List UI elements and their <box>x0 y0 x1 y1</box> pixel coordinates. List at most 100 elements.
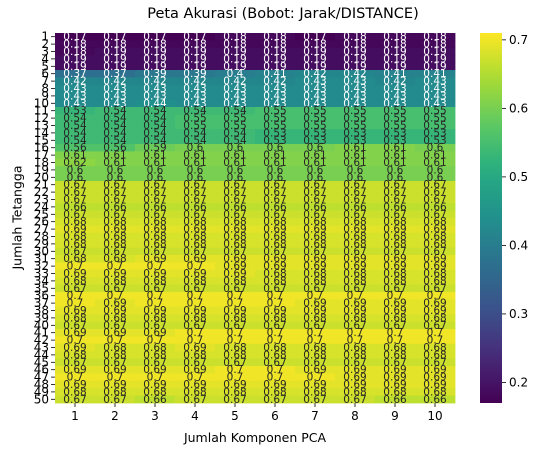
heatmap-cell <box>415 77 456 86</box>
cell-value-label: 0.59 <box>143 142 166 154</box>
cell-value-label: 0.69 <box>303 224 326 236</box>
heatmap-cell <box>215 40 256 49</box>
cell-value-label: 0.67 <box>223 357 246 369</box>
heatmap-cell <box>135 47 176 56</box>
heatmap-cell <box>255 329 296 337</box>
cell-value-label: 0.6 <box>307 164 324 176</box>
cell-value-label: 0.68 <box>103 386 126 398</box>
cell-value-label: 0.39 <box>183 68 206 80</box>
cell-value-label: 0.7 <box>187 327 204 339</box>
heatmap-cell <box>295 173 336 182</box>
cell-value-label: 0.67 <box>383 187 406 199</box>
cell-value-label: 0.69 <box>103 364 126 376</box>
cell-value-label: 0.68 <box>423 216 446 228</box>
heatmap-cell <box>335 395 376 404</box>
y-tick-label: 20 <box>34 170 49 184</box>
cell-value-label: 0.68 <box>423 238 446 250</box>
heatmap-cell <box>55 151 96 160</box>
heatmap-cell <box>55 210 96 219</box>
cell-value-label: 0.66 <box>263 201 287 213</box>
cell-value-label: 0.61 <box>143 150 166 162</box>
heatmap-cell <box>215 158 256 167</box>
heatmap-cell <box>95 321 136 330</box>
cell-value-label: 0.43 <box>383 90 406 102</box>
heatmap-cell <box>375 136 416 145</box>
cell-value-label: 0.43 <box>423 76 446 88</box>
heatmap-cell <box>255 380 296 389</box>
cell-value-label: 0.6 <box>187 172 204 184</box>
heatmap-cell <box>295 55 336 63</box>
heatmap-cell <box>55 144 96 152</box>
cell-value-label: 0.61 <box>343 142 366 154</box>
cell-value-label: 0.67 <box>343 357 366 369</box>
cell-value-label: 0.69 <box>303 364 326 376</box>
heatmap-cell <box>215 292 256 300</box>
cell-value-label: 0.69 <box>143 364 166 376</box>
heatmap-cell <box>215 47 256 56</box>
heatmap-cell <box>55 343 96 352</box>
cell-value-label: 0.69 <box>263 224 286 236</box>
heatmap-cell <box>135 136 176 145</box>
heatmap-cell <box>375 329 416 337</box>
heatmap-cell <box>255 40 296 49</box>
heatmap-cell <box>95 351 136 359</box>
cell-value-label: 0.54 <box>143 120 167 132</box>
heatmap-cell <box>335 292 376 300</box>
heatmap-cell <box>175 336 216 345</box>
heatmap-cell <box>175 255 216 263</box>
cell-value-label: 0.68 <box>143 238 166 250</box>
cell-value-label: 0.54 <box>103 105 127 117</box>
cell-value-label: 0.54 <box>103 120 127 132</box>
heatmap-cell <box>55 321 96 330</box>
cell-value-label: 0.7 <box>187 290 204 302</box>
heatmap-cell <box>215 314 256 322</box>
heatmap-cell <box>255 255 296 263</box>
cell-value-label: 0.68 <box>343 268 366 280</box>
heatmap-cell <box>295 77 336 86</box>
x-tick-label: 2 <box>111 409 119 423</box>
y-tick-label: 7 <box>41 74 49 88</box>
heatmap-cell <box>255 388 296 396</box>
cell-value-label: 0.56 <box>103 142 127 154</box>
cell-value-label: 0.55 <box>343 113 366 125</box>
heatmap-cell <box>55 40 96 49</box>
cell-value-label: 0.54 <box>63 120 87 132</box>
heatmap-cell <box>375 373 416 382</box>
cell-value-label: 0.6 <box>387 172 404 184</box>
heatmap-cell <box>215 70 256 78</box>
cell-value-label: 0.61 <box>383 142 406 154</box>
cell-value-label: 0.54 <box>143 105 167 117</box>
heatmap-cell <box>175 70 216 78</box>
cell-value-label: 0.19 <box>63 61 86 73</box>
cell-value-label: 0.55 <box>383 120 406 132</box>
heatmap-cell <box>55 84 96 93</box>
heatmap-cell <box>295 114 336 123</box>
heatmap-cell <box>135 62 176 71</box>
y-tick-label: 32 <box>34 259 49 273</box>
cell-value-label: 0.67 <box>263 209 286 221</box>
cell-value-label: 0.7 <box>307 335 324 347</box>
colorbar-tick-label: 0.4 <box>509 238 528 252</box>
cell-value-label: 0.67 <box>383 320 406 332</box>
heatmap-cell <box>415 151 456 160</box>
heatmap-cell <box>375 232 416 241</box>
heatmap-cell <box>335 336 376 345</box>
cell-value-label: 0.7 <box>427 290 444 302</box>
cell-value-label: 0.67 <box>263 179 286 191</box>
heatmap-cell <box>55 351 96 359</box>
heatmap-cell <box>55 203 96 211</box>
heatmap-cell <box>415 329 456 337</box>
heatmap-cell <box>295 107 336 115</box>
cell-value-label: 0.69 <box>343 224 366 236</box>
heatmap-cell <box>175 99 216 108</box>
cell-value-label: 0.67 <box>383 209 406 221</box>
cell-value-label: 0.69 <box>303 261 326 273</box>
heatmap-cell <box>415 84 456 93</box>
heatmap-cell <box>415 99 456 108</box>
heatmap-cell <box>375 366 416 374</box>
heatmap-cell <box>175 277 216 285</box>
y-tick-label: 34 <box>34 274 49 288</box>
heatmap-cell <box>295 366 336 374</box>
cell-value-label: 0.17 <box>63 31 86 43</box>
heatmap-cell <box>135 225 176 234</box>
